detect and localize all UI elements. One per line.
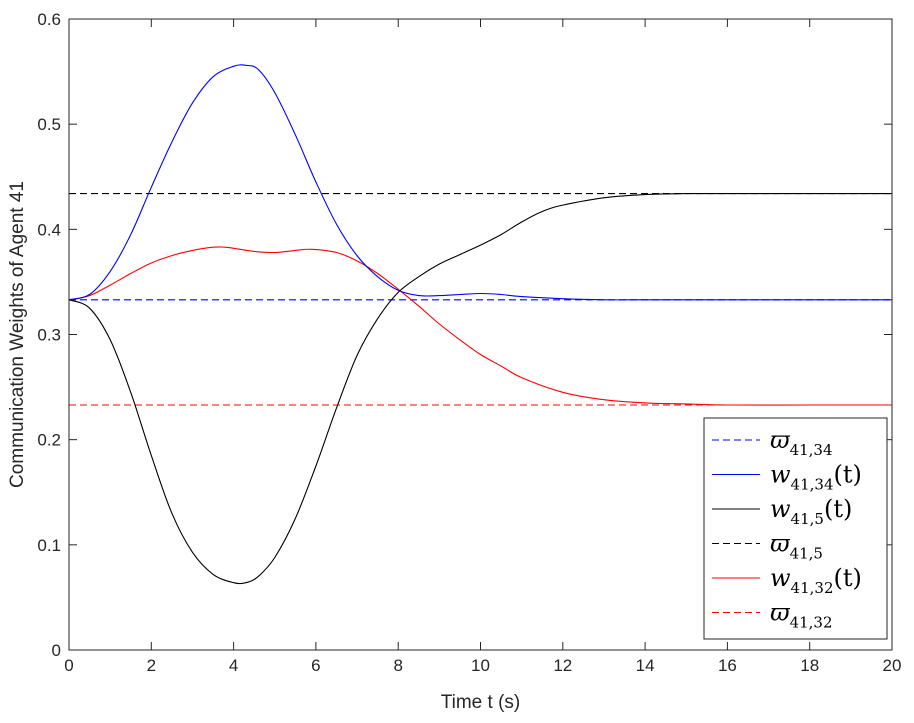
y-tick-label: 0.1: [37, 536, 61, 555]
x-tick-label: 16: [718, 656, 737, 675]
y-tick-label: 0.6: [37, 10, 61, 29]
x-tick-label: 12: [553, 656, 572, 675]
x-tick-label: 14: [636, 656, 655, 675]
x-tick-label: 4: [229, 656, 238, 675]
x-tick-label: 6: [311, 656, 320, 675]
series-line-w_5: [68, 192, 892, 585]
ticks-layer: 0 2 4 6 8 10 12 14 16 18 20 0 0.1 0.2 0.3 0.4 0.5 0.6: [37, 10, 901, 675]
series-line-w_34: [68, 64, 892, 301]
y-axis-label: Communication Weights of Agent 41: [7, 181, 28, 488]
series-layer: [68, 64, 892, 585]
y-tick-label: 0.3: [37, 326, 61, 345]
legend-label-w_5: w41,5(t): [770, 495, 852, 528]
legend: ϖ41,34w41,34(t)w41,5(t)ϖ41,5w41,32(t)ϖ41…: [703, 417, 888, 640]
y-tick-label: 0.2: [37, 431, 61, 450]
y-tick-label: 0.5: [37, 115, 61, 134]
y-tick-label: 0.4: [37, 220, 61, 239]
legend-box: [703, 417, 888, 640]
x-axis-label: Time t (s): [441, 692, 521, 713]
legend-label-w_32: w41,32(t): [770, 564, 862, 597]
legend-label-w_34: w41,34(t): [770, 461, 862, 494]
legend-label-ref_5: ϖ41,5: [770, 530, 823, 563]
legend-label-ref_32: ϖ41,32: [770, 599, 833, 632]
x-tick-label: 2: [147, 656, 156, 675]
legend-label-ref_34: ϖ41,34: [770, 426, 833, 459]
y-tick-label: 0: [52, 641, 61, 660]
x-tick-label: 20: [883, 656, 902, 675]
x-tick-label: 18: [800, 656, 819, 675]
series-line-w_32: [68, 246, 892, 406]
x-tick-label: 0: [64, 656, 73, 675]
x-tick-label: 8: [393, 656, 402, 675]
x-tick-label: 10: [471, 656, 490, 675]
